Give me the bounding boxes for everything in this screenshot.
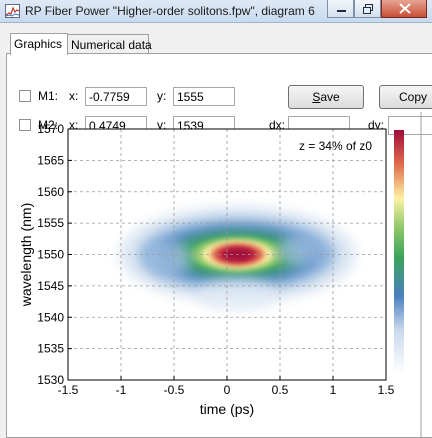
save-button[interactable]: Save bbox=[288, 85, 364, 109]
y-tick-label-5: 1545 bbox=[37, 279, 64, 293]
tab-graphics-label: Graphics bbox=[14, 37, 63, 51]
m1-x-input[interactable] bbox=[85, 87, 147, 106]
tab-numerical-data[interactable]: Numerical data bbox=[67, 34, 152, 54]
close-icon bbox=[399, 3, 411, 14]
minimize-icon bbox=[337, 10, 346, 12]
close-button[interactable] bbox=[381, 0, 427, 18]
y-tick-label-8: 1530 bbox=[37, 373, 64, 387]
y-tick-label-3: 1555 bbox=[37, 216, 64, 230]
window-titlebar: RP Fiber Power "Higher-order solitons.fp… bbox=[0, 0, 432, 23]
x-tick-label-4: 0.5 bbox=[272, 383, 289, 397]
copy-button-label: Copy bbox=[399, 90, 428, 104]
y-tick-label-2: 1560 bbox=[37, 185, 64, 199]
m1-y-label: y: bbox=[157, 89, 167, 103]
tab-numerical-data-label: Numerical data bbox=[71, 38, 152, 52]
window-title: RP Fiber Power "Higher-order solitons.fp… bbox=[25, 4, 315, 18]
save-button-label: ave bbox=[320, 90, 340, 104]
m1-x-label: x: bbox=[69, 89, 79, 103]
x-axis-label: time (ps) bbox=[200, 401, 254, 417]
app-icon bbox=[5, 4, 20, 18]
x-tick-label-3: 0 bbox=[224, 383, 231, 397]
m2-y-label: y: bbox=[157, 118, 167, 132]
m1-checkbox[interactable] bbox=[19, 90, 31, 102]
y-tick-label-0: 1570 bbox=[37, 122, 64, 136]
x-tick-label-2: -0.5 bbox=[164, 383, 185, 397]
save-button-accesskey: S bbox=[312, 90, 321, 104]
x-tick-label-1: -1 bbox=[116, 383, 127, 397]
tab-graphics[interactable]: Graphics bbox=[10, 33, 68, 55]
y-tick-label-7: 1535 bbox=[37, 342, 64, 356]
m2-x-label: x: bbox=[69, 118, 79, 132]
m1-y-input[interactable] bbox=[173, 87, 235, 106]
minimize-button[interactable] bbox=[327, 0, 354, 18]
colorbar bbox=[394, 130, 404, 374]
maximize-button[interactable] bbox=[354, 0, 381, 18]
heatmap-lobe-2 bbox=[197, 278, 278, 311]
heatmap-lobe-1 bbox=[277, 234, 322, 267]
y-tick-label-4: 1550 bbox=[37, 248, 64, 262]
m2-checkbox[interactable] bbox=[19, 119, 31, 131]
copy-button[interactable]: Copy bbox=[379, 85, 432, 109]
z-annotation: z = 34% of z0 bbox=[299, 139, 372, 153]
y-tick-label-6: 1540 bbox=[37, 310, 64, 324]
m1-label: M1: bbox=[38, 89, 59, 103]
x-tick-label-0: -1.5 bbox=[58, 383, 79, 397]
restore-icon bbox=[363, 4, 373, 14]
m2-label: M2: bbox=[38, 118, 59, 132]
y-axis-label: wavelength (nm) bbox=[18, 203, 34, 308]
x-tick-label-6: 1.5 bbox=[378, 383, 395, 397]
heatmap-lobe-0 bbox=[143, 240, 192, 277]
y-tick-label-1: 1565 bbox=[37, 153, 64, 167]
x-tick-label-5: 1 bbox=[330, 383, 337, 397]
